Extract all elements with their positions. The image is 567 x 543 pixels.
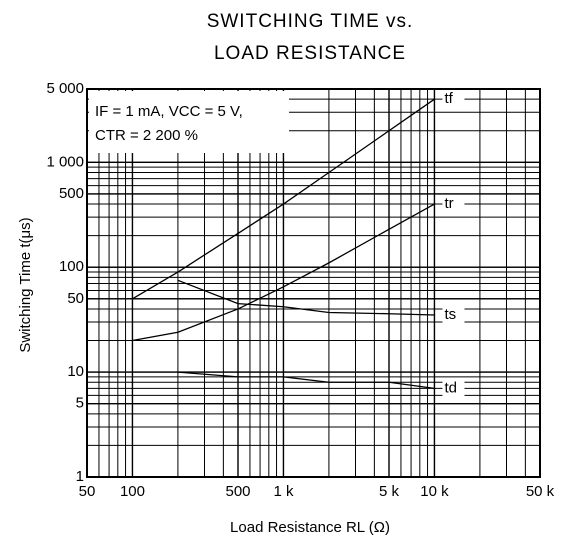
x-tick-label: 100: [120, 483, 145, 500]
x-tick-label: 50: [79, 483, 96, 500]
series-line: [132, 98, 435, 300]
x-axis-label: Load Resistance RL (Ω): [230, 519, 390, 536]
y-tick-label: 1: [76, 468, 84, 485]
chart-title: LOAD RESISTANCE: [214, 43, 406, 64]
y-axis-label: Switching Time t(μs): [17, 217, 34, 352]
series-line: [132, 203, 435, 342]
annotation-box: [89, 91, 289, 153]
y-tick-label: 500: [59, 185, 84, 202]
y-tick-label: 100: [59, 258, 84, 275]
series-label: tr: [444, 195, 453, 212]
annotation: CTR = 2 200 %: [95, 127, 198, 144]
annotation: IF = 1 mA, VCC = 5 V,: [95, 103, 243, 120]
series-label-bg: [442, 195, 465, 214]
x-tick-label: 10 k: [420, 483, 449, 500]
y-tick-label: 1 000: [46, 153, 84, 170]
x-tick-label: 50 k: [526, 483, 555, 500]
y-tick-label: 10: [67, 363, 84, 380]
x-tick-label: 1 k: [273, 483, 294, 500]
series-line: [177, 371, 435, 389]
series-label-bg: [442, 90, 465, 109]
plot-frame: [86, 88, 541, 478]
chart-title: SWITCHING TIME vs.: [207, 11, 414, 32]
y-tick-label: 5 000: [46, 80, 84, 97]
series-label: td: [444, 379, 457, 396]
series-line: [177, 279, 435, 316]
series-label: ts: [444, 306, 456, 323]
y-tick-label: 50: [67, 290, 84, 307]
x-tick-label: 5 k: [379, 483, 400, 500]
series-label-bg: [442, 379, 465, 398]
series-label: tf: [444, 90, 453, 107]
x-tick-label: 500: [225, 483, 250, 500]
series-label-bg: [442, 306, 465, 325]
y-tick-label: 5: [76, 395, 84, 412]
